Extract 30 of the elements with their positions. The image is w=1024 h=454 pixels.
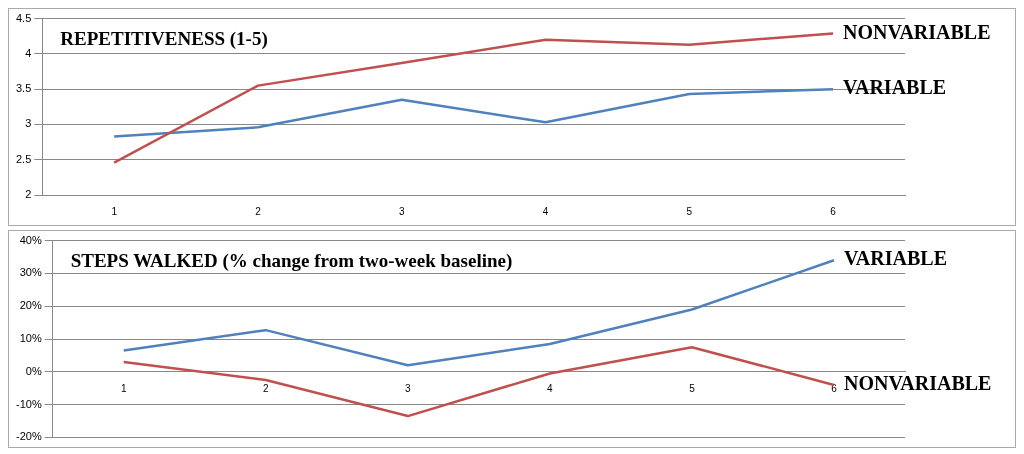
y-tick-label: 10%: [19, 332, 42, 345]
series-label: NONVARIABLE: [843, 372, 992, 395]
series-label: NONVARIABLE: [843, 20, 991, 43]
x-tick-label: 1: [120, 382, 127, 394]
y-tick-label: 2.5: [15, 152, 32, 165]
y-tick-label: 0%: [25, 364, 42, 377]
x-tick-label: 1: [111, 205, 118, 217]
y-tick-label: -10%: [15, 397, 42, 410]
x-tick-label: 2: [262, 382, 269, 394]
series-label: VARIABLE: [843, 247, 947, 270]
text: STEPS WALKED (% change from two-week baseline): [70, 250, 513, 273]
x-tick-label: 4: [547, 382, 554, 394]
y-tick-label: 4.5: [15, 11, 32, 24]
x-tick-label: 5: [686, 205, 693, 217]
y-tick-label: 30%: [19, 266, 42, 279]
y-tick-label: 3.5: [15, 82, 32, 95]
x-tick-label: 6: [830, 205, 837, 217]
x-tick-label: 5: [689, 382, 696, 394]
x-tick-label: 3: [398, 205, 405, 217]
y-tick-label: -20%: [15, 430, 42, 443]
y-tick-label: 3: [25, 117, 32, 130]
x-tick-label: 3: [405, 382, 412, 394]
y-tick-label: 20%: [19, 299, 42, 312]
x-tick-label: 4: [542, 205, 549, 217]
y-tick-label: 4: [25, 46, 32, 59]
text: REPETITIVENESS (1-5): [60, 28, 268, 51]
y-tick-label: 40%: [19, 233, 42, 246]
y-tick-label: 2: [25, 188, 32, 201]
x-tick-label: 2: [255, 205, 262, 217]
series-label: VARIABLE: [843, 76, 947, 99]
